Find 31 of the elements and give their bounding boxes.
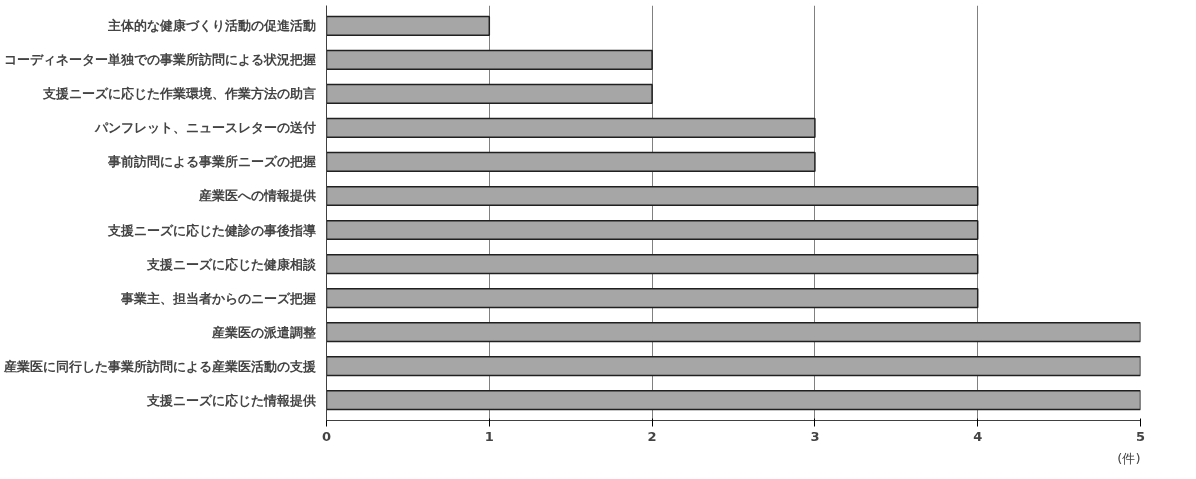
bar [326,355,1141,377]
y-tick-label: 産業医に同行した事業所訪問による産業医活動の支援 [2,358,316,374]
y-tick-label: コーディネーター単独での事業所訪問による状況把握 [3,52,316,68]
y-tick-label: 支援ニーズに応じた健診の事後指導 [106,222,317,238]
bar [326,321,1141,343]
x-tick-label: 5 [1135,428,1146,444]
y-tick-label: パンフレット、ニュースレターの送付 [93,120,316,136]
y-tick-label: 事前訪問による事業所ニーズの把握 [106,154,316,170]
bar [326,151,816,173]
y-tick-label: 支援ニーズに応じた健康相談 [145,256,317,272]
bar [326,185,979,207]
bar [326,389,1141,411]
y-tick-label: 支援ニーズに応じた作業環境、作業方法の助言 [41,86,316,102]
x-tick-label: 3 [810,428,820,444]
x-tick-label: 2 [647,428,657,444]
y-tick-label: 産業医の派遣調整 [210,324,317,340]
x-tick-label: 0 [321,428,332,444]
y-tick-label: 事業主、担当者からのニーズ把握 [119,290,316,306]
bar [326,49,653,71]
bar [326,15,491,37]
x-axis-title: (件) [1117,450,1141,466]
bar [326,117,816,139]
x-tick-label: 1 [484,428,494,444]
y-tick-label: 支援ニーズに応じた情報提供 [145,392,316,408]
y-tick-label: 主体的な健康づくり活動の促進活動 [106,18,316,34]
y-tick-label: 産業医への情報提供 [197,188,316,204]
x-tick-label: 4 [973,428,983,444]
bar [326,253,979,275]
bar [326,83,653,105]
bar [326,287,979,309]
bar [326,219,979,241]
